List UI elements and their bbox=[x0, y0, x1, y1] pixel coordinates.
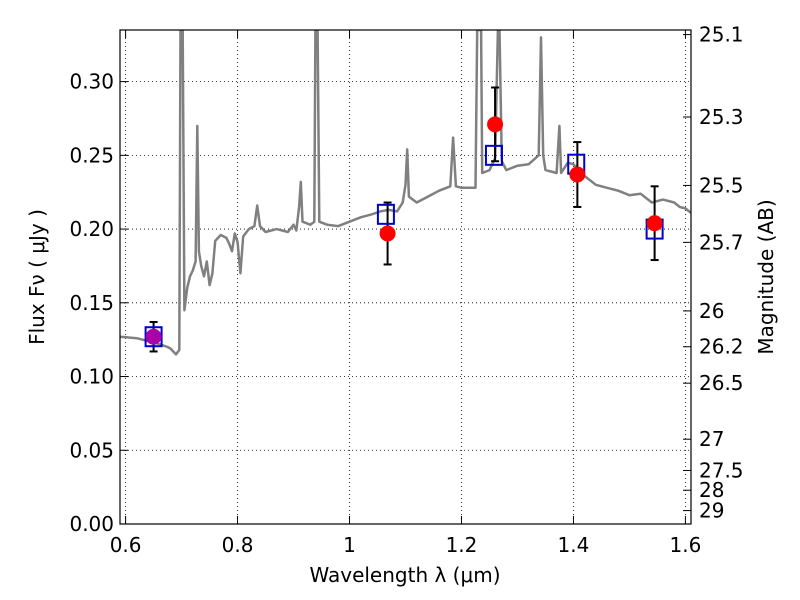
x-axis-label: Wavelength λ (μm) bbox=[309, 563, 500, 587]
right-tick-label: 26.5 bbox=[699, 371, 744, 395]
x-tick-label: 1.6 bbox=[669, 533, 701, 557]
observed-circle-marker bbox=[487, 116, 504, 133]
observed-circle-marker bbox=[379, 225, 396, 242]
plot-frame bbox=[119, 29, 692, 525]
grid-lines bbox=[120, 30, 691, 524]
model-square-marker bbox=[484, 144, 503, 166]
right-tick-label: 28 bbox=[699, 478, 724, 502]
x-tick-label: 0.8 bbox=[222, 533, 254, 557]
right-tick-label: 27 bbox=[699, 427, 724, 451]
x-tick-label: 0.6 bbox=[110, 533, 142, 557]
model-spectrum bbox=[120, 30, 691, 356]
y-tick-label: 0.15 bbox=[69, 291, 114, 315]
x-tick-label: 1 bbox=[343, 533, 356, 557]
axis-labels: Wavelength λ (μm) Flux Fν ( μJy ) Magnit… bbox=[25, 199, 778, 587]
right-tick-label: 25.3 bbox=[699, 105, 744, 129]
y-tick-label: 0.20 bbox=[69, 217, 114, 241]
observed-circle-marker bbox=[646, 215, 663, 232]
x-tick-label: 1.2 bbox=[446, 533, 478, 557]
right-tick-label: 25.5 bbox=[699, 173, 744, 197]
y-tick-label: 0.10 bbox=[69, 365, 114, 389]
right-tick-label: 29 bbox=[699, 499, 724, 523]
y-tick-label: 0.00 bbox=[69, 512, 114, 536]
observed-circle-marker bbox=[145, 328, 162, 345]
right-tick-label: 27.5 bbox=[699, 458, 744, 482]
right-tick-label: 26.2 bbox=[699, 335, 744, 359]
right-tick-label: 25.1 bbox=[699, 23, 744, 47]
right-tick-label: 25.7 bbox=[699, 230, 744, 254]
y-tick-label: 0.30 bbox=[69, 70, 114, 94]
right-tick-label: 26 bbox=[699, 299, 724, 323]
y-tick-label: 0.05 bbox=[69, 438, 114, 462]
model-square-marker bbox=[376, 203, 395, 225]
spectrum-line bbox=[120, 30, 691, 356]
y-axis-label-left: Flux Fν ( μJy ) bbox=[25, 209, 49, 345]
y-axis-label-right: Magnitude (AB) bbox=[754, 199, 778, 354]
observed-circle-marker bbox=[569, 166, 586, 183]
photometry-points bbox=[144, 86, 664, 353]
y-tick-label: 0.25 bbox=[69, 143, 114, 167]
x-tick-label: 1.4 bbox=[558, 533, 590, 557]
axis-ticks: 0.6 0.8 1 1.2 1.4 1.6 0.00 0.05 0.10 0.15 0.20 0.25… bbox=[69, 23, 743, 557]
